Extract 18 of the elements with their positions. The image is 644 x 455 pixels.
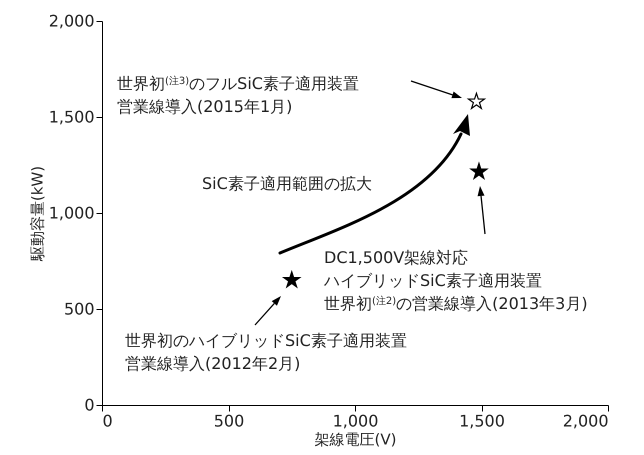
x-tick-label: 500	[214, 412, 244, 430]
y-tick-label: 1,500	[48, 108, 94, 126]
y-tick-label: 500	[64, 300, 94, 318]
x-tick-label: 0	[102, 412, 113, 430]
x-axis-title: 架線電圧(V)	[314, 430, 396, 448]
y-tick-label: 2,000	[48, 12, 94, 30]
annotation: 世界初のハイブリッドSiC素子適用装置営業線導入(2012年2月)	[125, 331, 407, 373]
y-tick-label: 0	[84, 396, 94, 414]
y-axis-title: 駆動容量(kW)	[28, 166, 47, 262]
x-tick-label: 2,000	[562, 412, 608, 430]
y-tick-label: 1,000	[48, 204, 94, 222]
annotation: DC1,500V架線対応	[324, 248, 468, 267]
annotation: 世界初$^{(注3)}$のフルSiC素子適用装置営業線導入(2015年1月)	[117, 74, 359, 116]
x-tick-label: 1,500	[459, 412, 505, 430]
annotation: 世界初$^{(注2)}$の営業線導入(2013年3月)	[324, 294, 588, 313]
annotation: SiC素子適用範囲の拡大	[202, 174, 372, 193]
annotation: ハイブリッドSiC素子適用装置	[323, 271, 542, 290]
x-tick-label: 1,000	[332, 412, 378, 430]
